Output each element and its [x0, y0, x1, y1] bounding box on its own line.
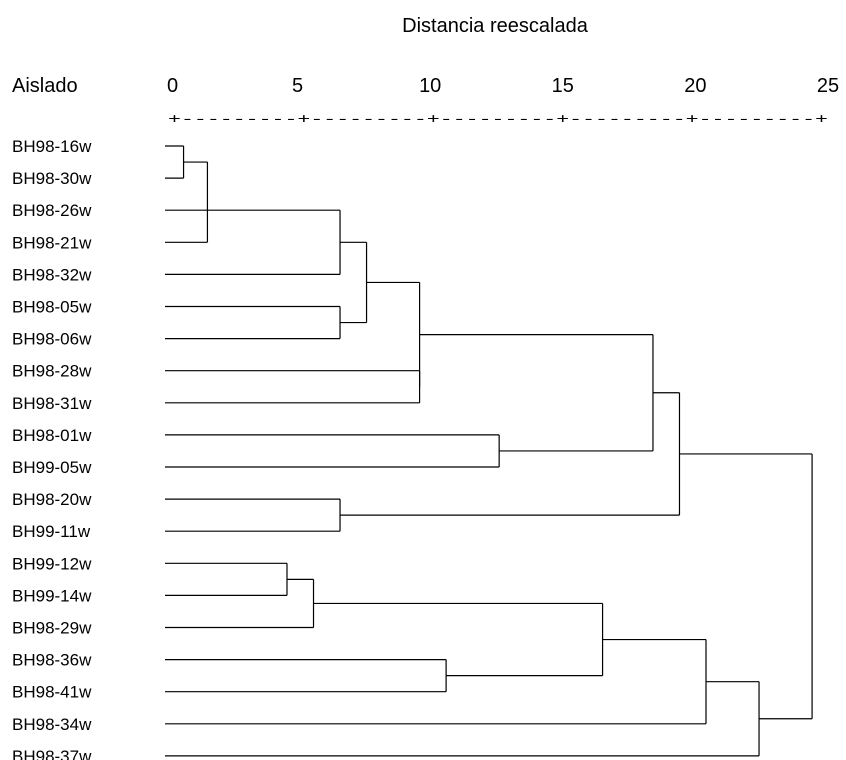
leaf-label: BH98-37w [12, 747, 92, 760]
x-tick-label: 5 [292, 75, 303, 97]
scale-line: +---------+---------+---------+---------… [168, 112, 828, 128]
x-tick-label: 0 [167, 75, 178, 97]
leaf-label: BH98-28w [12, 362, 92, 381]
leaf-label: BH99-11w [12, 522, 91, 541]
x-tick-label: 25 [817, 75, 839, 97]
leaf-label: BH98-36w [12, 651, 92, 670]
leaf-label: BH99-14w [12, 586, 92, 605]
leaf-label: BH98-26w [12, 201, 92, 220]
leaf-label: BH98-34w [12, 715, 92, 734]
leaf-label: BH98-05w [12, 298, 92, 317]
leaf-label: BH98-31w [12, 394, 92, 413]
leaf-label: BH98-32w [12, 265, 92, 284]
dendrogram-branches [165, 145, 813, 757]
leaf-label: BH98-01w [12, 426, 92, 445]
leaf-label: BH98-41w [12, 683, 92, 702]
leaf-label: BH98-29w [12, 619, 92, 638]
leaf-labels: BH98-16w BH98-30w BH98-26w BH98-21w BH98-32w… [12, 137, 92, 760]
leaf-label: BH98-20w [12, 490, 92, 509]
x-axis-ticks: 0 5 10 15 20 25 [167, 75, 839, 97]
leaf-label: BH98-21w [12, 233, 92, 252]
x-tick-label: 20 [684, 75, 706, 97]
leaf-label: BH98-30w [12, 169, 92, 188]
leaf-label: BH98-16w [12, 137, 92, 156]
x-tick-label: 10 [419, 75, 441, 97]
leaf-label: BH99-05w [12, 458, 92, 477]
leaf-header: Aislado [12, 75, 78, 97]
leaf-label: BH98-06w [12, 330, 92, 349]
leaf-label: BH99-12w [12, 554, 92, 573]
chart-title: Distancia reescalada [402, 15, 589, 37]
x-tick-label: 15 [552, 75, 574, 97]
